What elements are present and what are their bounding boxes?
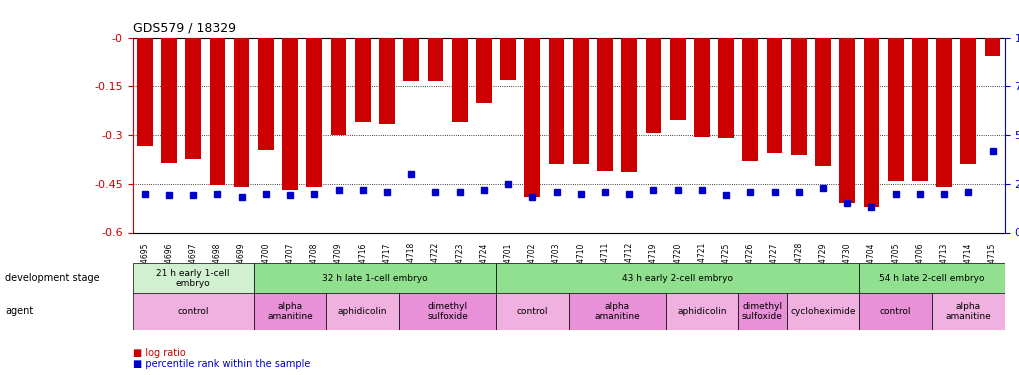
Bar (645, 38, 660, 134)
FancyBboxPatch shape (398, 292, 495, 330)
Bar (911, 38, 927, 180)
FancyBboxPatch shape (326, 292, 398, 330)
Bar (137, 38, 153, 146)
FancyBboxPatch shape (931, 292, 1004, 330)
Text: ■ percentile rank within the sample: ■ percentile rank within the sample (132, 359, 310, 369)
FancyBboxPatch shape (132, 292, 254, 330)
FancyBboxPatch shape (254, 292, 326, 330)
FancyBboxPatch shape (664, 292, 738, 330)
Text: 54 h late 2-cell embryo: 54 h late 2-cell embryo (878, 274, 983, 283)
Bar (960, 38, 975, 164)
Bar (306, 38, 322, 187)
Text: development stage: development stage (5, 273, 100, 284)
Bar (258, 38, 273, 150)
Bar (863, 38, 878, 207)
FancyBboxPatch shape (858, 292, 931, 330)
FancyBboxPatch shape (569, 292, 664, 330)
Bar (742, 38, 757, 161)
FancyBboxPatch shape (495, 262, 858, 294)
Bar (814, 38, 830, 166)
Bar (355, 38, 370, 122)
FancyBboxPatch shape (254, 262, 495, 294)
Bar (983, 38, 1000, 56)
Bar (185, 38, 201, 159)
Text: alpha
amanitine: alpha amanitine (267, 302, 313, 321)
Bar (548, 38, 564, 164)
Bar (451, 38, 467, 122)
Bar (935, 38, 951, 187)
Bar (499, 38, 516, 80)
Bar (669, 38, 685, 120)
Bar (282, 38, 298, 190)
Bar (403, 38, 419, 81)
Text: alpha
amanitine: alpha amanitine (945, 302, 990, 321)
Text: dimethyl
sulfoxide: dimethyl sulfoxide (427, 302, 468, 321)
Bar (476, 38, 491, 102)
FancyBboxPatch shape (132, 262, 254, 294)
FancyBboxPatch shape (786, 292, 858, 330)
Bar (839, 38, 854, 203)
Bar (717, 38, 734, 138)
Text: ■ log ratio: ■ log ratio (132, 348, 185, 357)
Text: control: control (516, 307, 547, 316)
Bar (161, 38, 176, 163)
Text: 21 h early 1-cell
embryо: 21 h early 1-cell embryо (156, 269, 229, 288)
Bar (379, 38, 394, 124)
Bar (573, 38, 588, 164)
Bar (427, 38, 443, 81)
Bar (887, 38, 903, 180)
Text: cycloheximide: cycloheximide (790, 307, 855, 316)
Bar (524, 38, 540, 197)
Text: agent: agent (5, 306, 34, 316)
Bar (621, 38, 637, 172)
Bar (596, 38, 612, 171)
Text: 32 h late 1-cell embryo: 32 h late 1-cell embryo (322, 274, 427, 283)
FancyBboxPatch shape (858, 262, 1004, 294)
Text: GDS579 / 18329: GDS579 / 18329 (132, 22, 235, 35)
Text: control: control (177, 307, 209, 316)
Bar (330, 38, 346, 135)
Bar (790, 38, 806, 154)
Text: aphidicolin: aphidicolin (337, 307, 387, 316)
Text: alpha
amanitine: alpha amanitine (594, 302, 639, 321)
Text: control: control (879, 307, 911, 316)
FancyBboxPatch shape (738, 292, 786, 330)
FancyBboxPatch shape (495, 292, 569, 330)
Bar (209, 38, 225, 185)
Text: aphidicolin: aphidicolin (677, 307, 726, 316)
Bar (693, 38, 709, 136)
Bar (766, 38, 782, 153)
Bar (233, 38, 250, 187)
Text: dimethyl
sulfoxide: dimethyl sulfoxide (741, 302, 783, 321)
Text: 43 h early 2-cell embryo: 43 h early 2-cell embryo (622, 274, 733, 283)
